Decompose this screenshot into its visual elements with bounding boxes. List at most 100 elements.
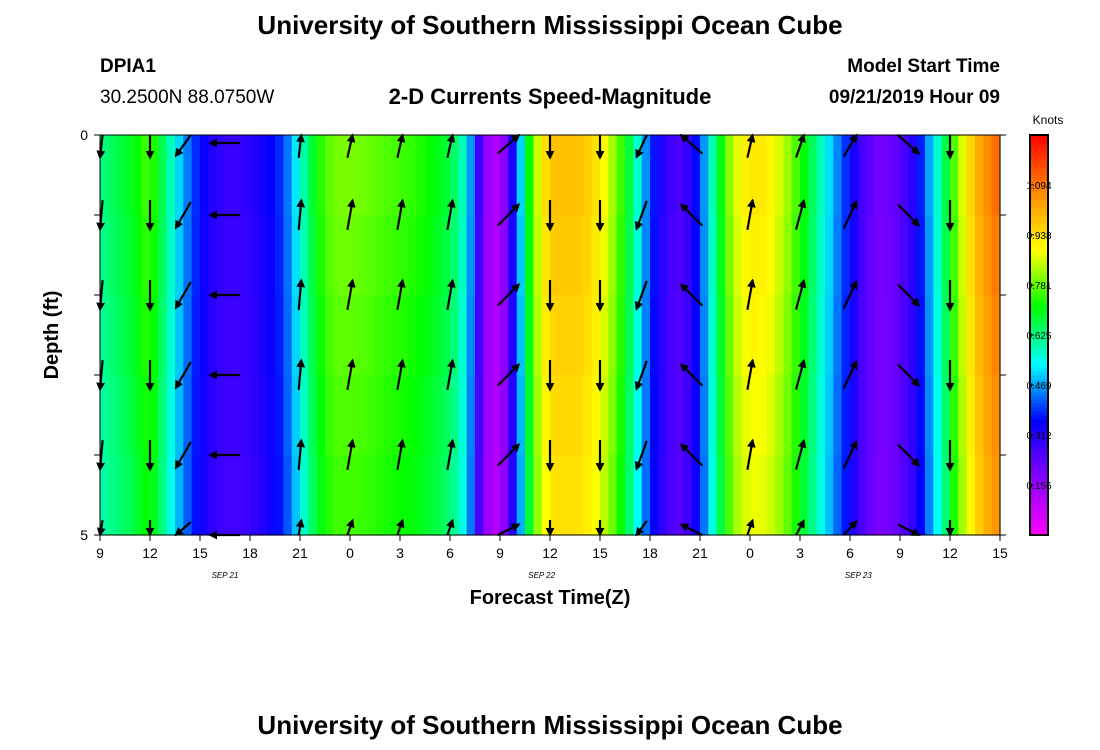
heatmap-cell <box>283 375 293 456</box>
heatmap-cell <box>566 375 576 456</box>
heatmap-cell <box>866 215 876 296</box>
heatmap-cell <box>875 295 884 376</box>
heatmap-cell <box>550 375 559 456</box>
heatmap-cell <box>133 375 143 456</box>
heatmap-cell <box>191 295 201 376</box>
colorbar-segment <box>1030 531 1048 536</box>
current-vector-arrow <box>679 283 704 307</box>
heatmap-cell <box>583 455 593 536</box>
heatmap-cell <box>341 295 351 376</box>
heatmap-cell <box>383 455 393 536</box>
heatmap-cell <box>125 135 134 216</box>
heatmap-cell <box>933 455 943 536</box>
heatmap-cell <box>116 295 126 376</box>
heatmap-cell <box>283 295 293 376</box>
heatmap-cell <box>275 375 284 456</box>
heatmap-cell <box>150 135 159 216</box>
heatmap-cell <box>258 135 268 216</box>
heatmap-cell <box>525 135 534 216</box>
heatmap-cell <box>250 375 259 456</box>
x-tick-label: 0 <box>746 545 754 561</box>
heatmap-cell <box>441 375 451 456</box>
heatmap-cell <box>708 295 718 376</box>
colorbar-legend: 0.156 0.312 0.469 0.625 0.781 0.938 1.094 <box>1026 134 1052 536</box>
current-vector-arrow <box>346 518 355 536</box>
colorbar-segment <box>1030 151 1048 156</box>
heatmap-cell <box>433 375 443 456</box>
heatmap-cell <box>100 375 109 456</box>
heatmap-cell <box>391 295 401 376</box>
heatmap-cell <box>550 215 559 296</box>
heatmap-cell <box>116 135 126 216</box>
heatmap-cell <box>425 135 434 216</box>
heatmap-cell <box>408 375 418 456</box>
heatmap-cell <box>158 375 168 456</box>
heatmap-cell <box>616 455 626 536</box>
heatmap-cell <box>333 215 343 296</box>
heatmap-cell <box>483 135 493 216</box>
heatmap-cell <box>958 295 968 376</box>
heatmap-cell <box>700 135 709 216</box>
heatmap-cell <box>991 375 1001 456</box>
heatmap-cell <box>391 135 401 216</box>
current-vector-arrow <box>446 518 455 536</box>
heatmap-cell <box>325 455 334 536</box>
heatmap-cell <box>141 215 151 296</box>
current-vector-arrow <box>842 133 858 158</box>
current-vector-arrow <box>795 518 805 536</box>
heatmap-cell <box>408 455 418 536</box>
current-vector-arrow <box>634 440 648 471</box>
heatmap-cell <box>716 455 726 536</box>
heatmap-cell <box>175 455 184 536</box>
heatmap-cell <box>891 375 901 456</box>
x-tick-label: 15 <box>592 545 608 561</box>
heatmap-cell <box>116 215 126 296</box>
heatmap-cell <box>833 135 843 216</box>
heatmap-cell <box>475 295 484 376</box>
colorbar-segment <box>1030 443 1048 448</box>
current-vector-arrow <box>746 198 756 230</box>
heatmap-cell <box>891 215 901 296</box>
heatmap-cell <box>541 295 551 376</box>
model-start-value: 09/21/2019 Hour 09 <box>828 87 1000 108</box>
x-tick-label: 18 <box>642 545 658 561</box>
heatmap-cell <box>766 135 776 216</box>
colorbar-tick-label: 0.781 <box>1026 281 1051 292</box>
heatmap-cell <box>600 295 609 376</box>
current-vector-arrow <box>679 443 704 467</box>
colorbar-segment <box>1030 499 1048 504</box>
x-tick-label: 0 <box>346 545 354 561</box>
current-vector-arrow <box>446 133 456 159</box>
heatmap-cell <box>375 455 384 536</box>
heatmap-cell <box>175 375 184 456</box>
heatmap-cell <box>266 455 276 536</box>
heatmap-cell <box>700 295 709 376</box>
heatmap-cell <box>291 455 301 536</box>
heatmap-cell <box>758 215 768 296</box>
heatmap-cell <box>216 455 226 536</box>
colorbar-segment <box>1030 503 1048 508</box>
heatmap-cell <box>808 455 818 536</box>
heatmap-cell <box>966 375 976 456</box>
colorbar-segment <box>1030 263 1048 268</box>
heatmap-cell <box>991 295 1001 376</box>
station-id: DPIA1 <box>100 56 156 77</box>
current-vector-arrow <box>446 438 456 470</box>
heatmap-cell <box>966 295 976 376</box>
heatmap-cell <box>316 375 326 456</box>
heatmap-cell <box>841 135 851 216</box>
heatmap-cell <box>350 135 359 216</box>
heatmap-cell <box>683 215 693 296</box>
heatmap-cell <box>158 215 168 296</box>
heatmap-cell <box>308 455 318 536</box>
current-vector-arrow <box>174 521 192 537</box>
colorbar-segment <box>1030 183 1048 188</box>
colorbar-segment <box>1030 299 1048 304</box>
heatmap-cell <box>400 375 409 456</box>
heatmap-cell <box>983 135 993 216</box>
heatmap-cell <box>375 295 384 376</box>
heatmap-cell <box>558 295 568 376</box>
heatmap-cell <box>941 215 951 296</box>
current-vector-arrow <box>174 201 192 230</box>
